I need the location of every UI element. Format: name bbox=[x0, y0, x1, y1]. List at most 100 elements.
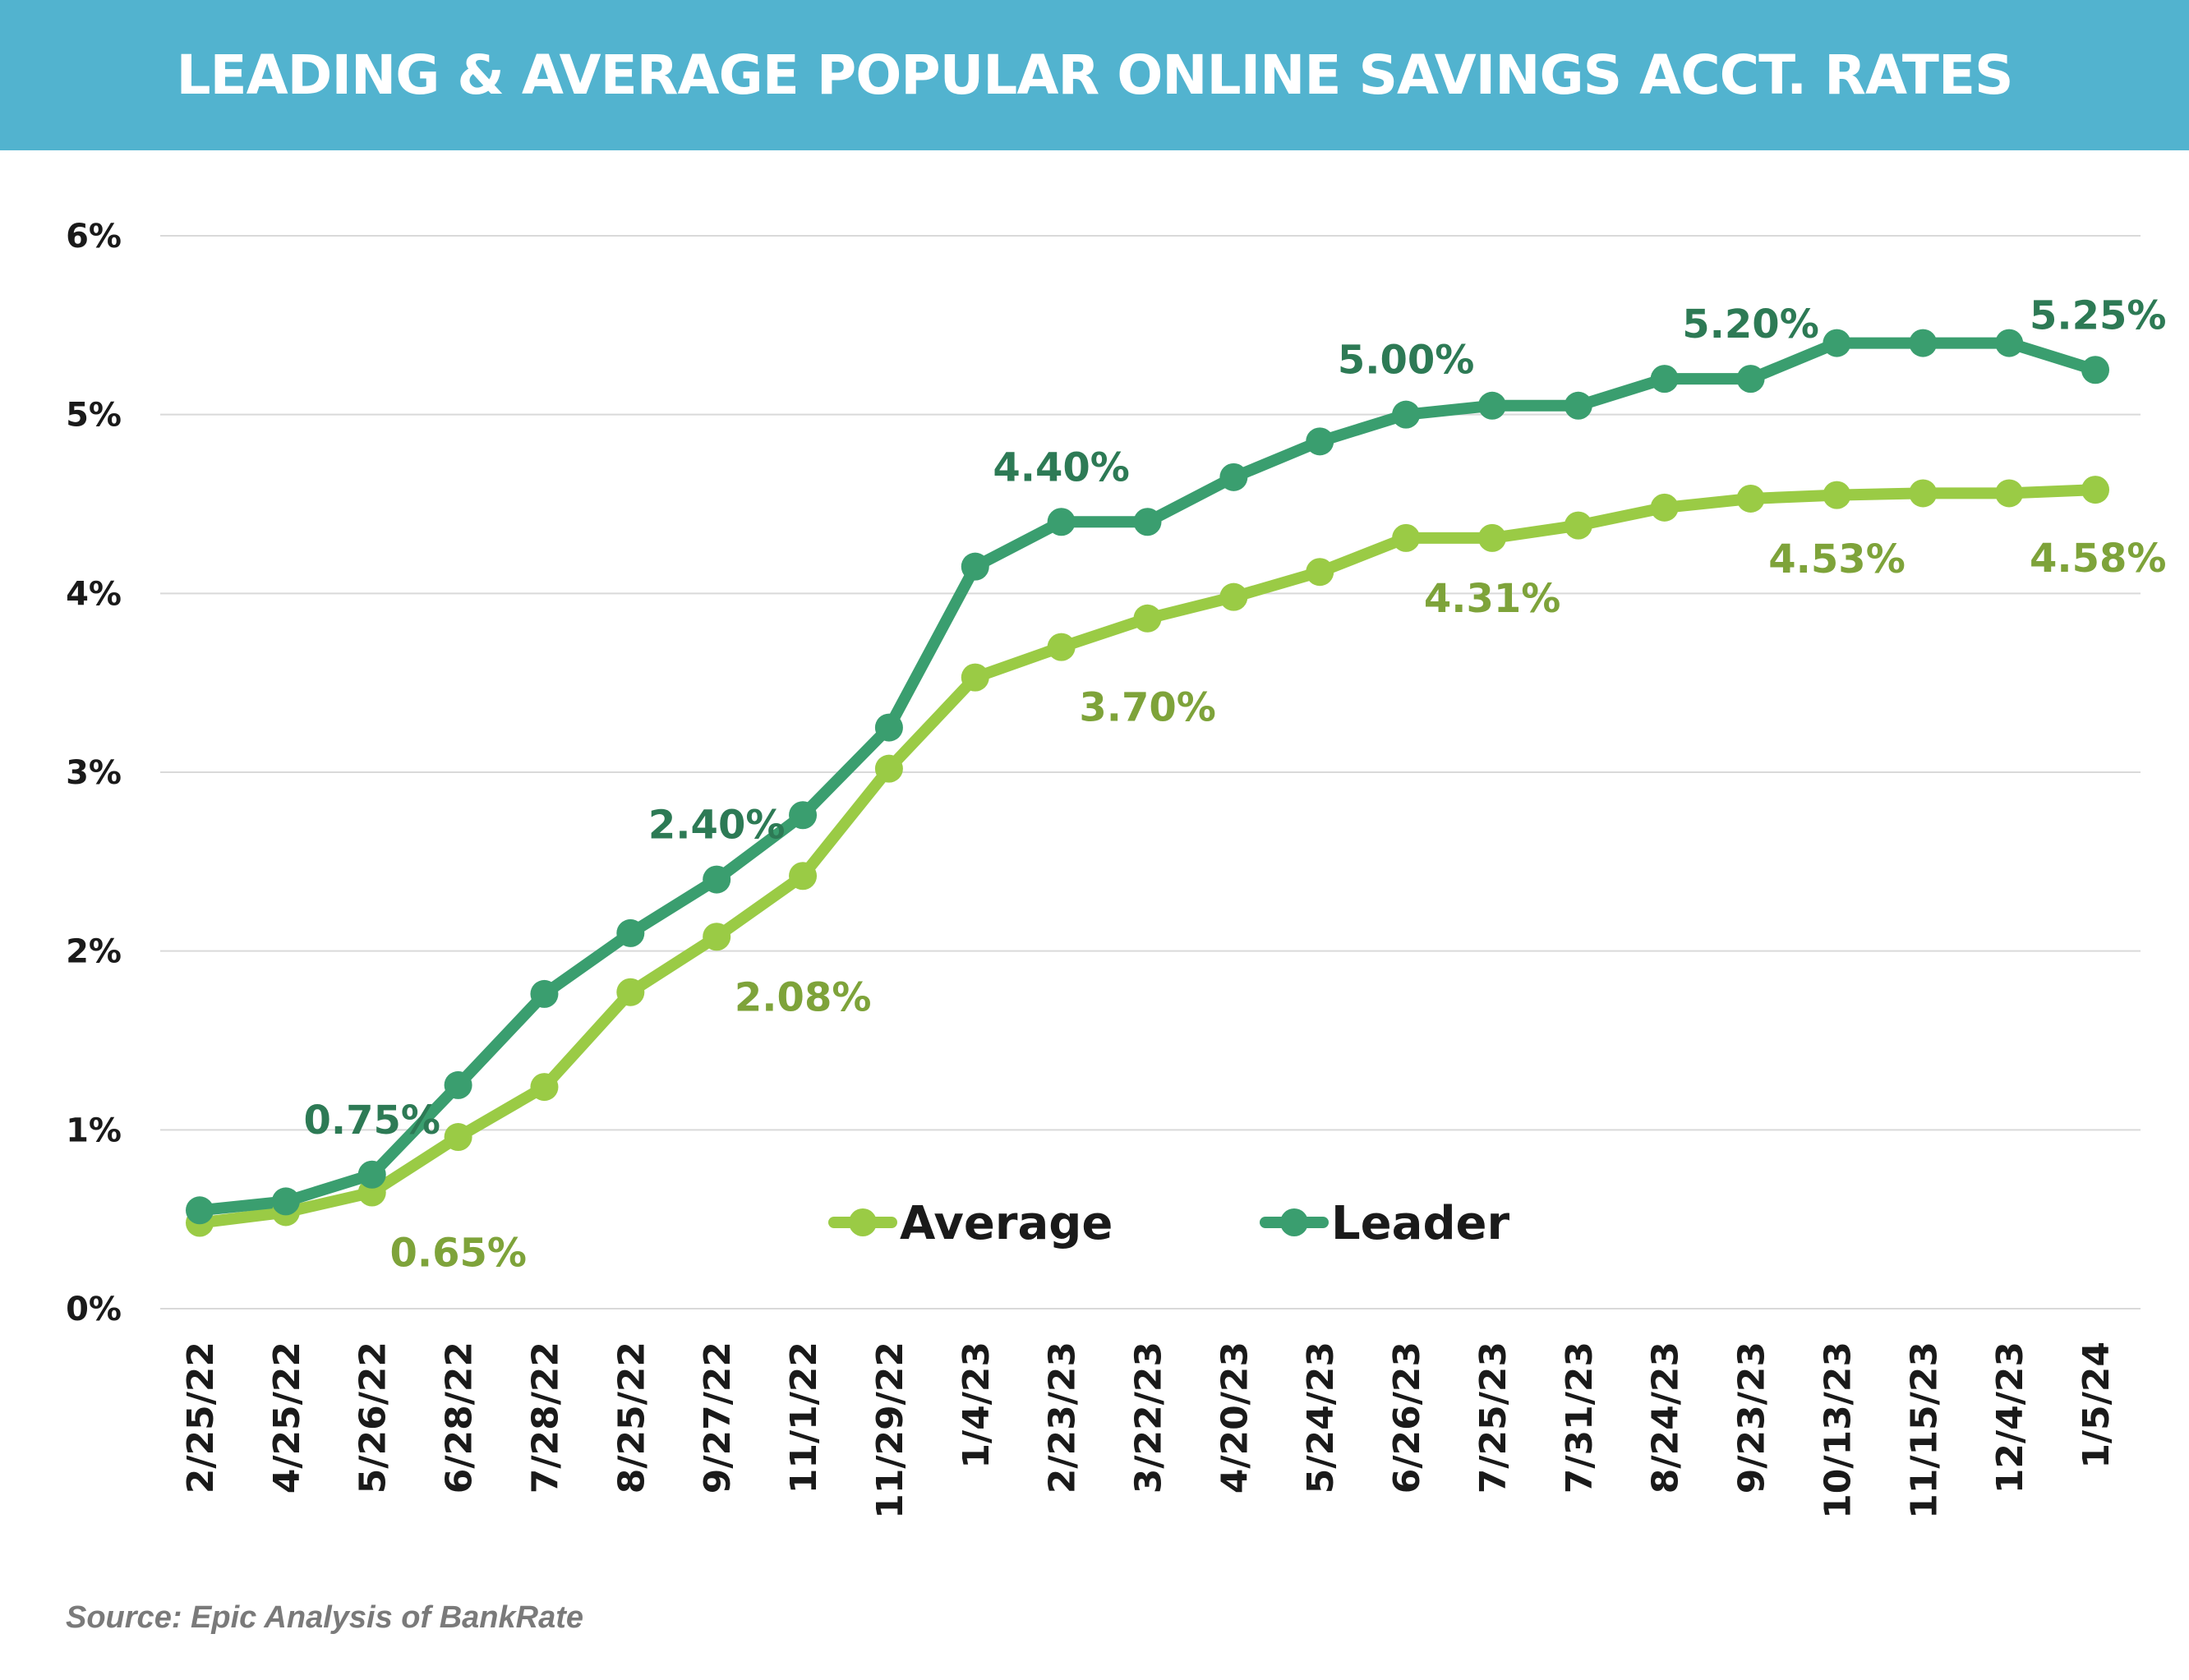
x-tick-label: 11/1/22 bbox=[783, 1342, 825, 1494]
data-point-average bbox=[1564, 511, 1592, 540]
data-point-average bbox=[1477, 523, 1506, 552]
data-point-average bbox=[1736, 484, 1765, 513]
series-points bbox=[186, 329, 2109, 1237]
data-label: 4.31% bbox=[1424, 576, 1561, 622]
x-tick-label: 10/13/23 bbox=[1817, 1342, 1859, 1519]
x-tick-label: 2/25/22 bbox=[180, 1342, 222, 1494]
x-tick-label: 9/23/23 bbox=[1731, 1342, 1773, 1494]
data-point-leader bbox=[1477, 391, 1506, 420]
y-tick-label: 5% bbox=[66, 397, 122, 435]
data-point-leader bbox=[789, 801, 818, 830]
data-point-leader bbox=[1047, 508, 1076, 536]
data-label: 3.70% bbox=[1079, 685, 1216, 731]
data-point-leader bbox=[961, 552, 989, 581]
data-point-average bbox=[530, 1073, 559, 1102]
data-label: 2.08% bbox=[735, 974, 872, 1020]
y-tick-label: 3% bbox=[66, 754, 122, 792]
series-lines bbox=[194, 337, 2101, 1229]
data-point-leader bbox=[1392, 400, 1421, 429]
legend-swatch-marker bbox=[849, 1208, 877, 1236]
x-tick-label: 4/25/22 bbox=[266, 1342, 308, 1494]
x-tick-label: 12/4/23 bbox=[1989, 1342, 2031, 1494]
line-chart: 0% 1% 2% 3% 4% 5% 6% 2/25/22 4/25/22 5/26/22 6/28… bbox=[66, 218, 2167, 1519]
x-tick-label: 3/22/23 bbox=[1128, 1342, 1170, 1494]
data-label: 4.58% bbox=[2030, 536, 2167, 582]
data-point-leader bbox=[703, 865, 731, 894]
series-line-average bbox=[194, 484, 2101, 1229]
x-tick-label: 4/20/23 bbox=[1214, 1342, 1256, 1494]
x-tick-label: 5/26/22 bbox=[353, 1342, 394, 1494]
data-point-average bbox=[874, 754, 903, 783]
y-tick-label: 4% bbox=[66, 575, 122, 613]
data-point-average bbox=[616, 978, 645, 1006]
data-point-leader bbox=[530, 979, 559, 1008]
data-label: 2.40% bbox=[648, 803, 786, 849]
y-tick-label: 6% bbox=[66, 218, 122, 255]
legend-swatch-marker bbox=[1280, 1208, 1308, 1236]
x-tick-label: 1/5/24 bbox=[2076, 1342, 2118, 1469]
data-label: 0.65% bbox=[389, 1231, 527, 1277]
data-point-average bbox=[1392, 523, 1421, 552]
data-point-leader bbox=[1736, 365, 1765, 394]
data-label: 5.20% bbox=[1682, 301, 1819, 348]
x-tick-label: 9/27/22 bbox=[697, 1342, 739, 1494]
data-point-leader bbox=[1650, 365, 1679, 394]
data-point-average bbox=[2081, 476, 2109, 504]
data-point-average bbox=[703, 923, 731, 951]
legend-label: Leader bbox=[1331, 1197, 1510, 1250]
data-point-average bbox=[1909, 479, 1938, 508]
data-point-average bbox=[789, 862, 818, 891]
x-tick-label: 1/4/23 bbox=[956, 1342, 998, 1469]
x-tick-label: 8/25/22 bbox=[611, 1342, 652, 1494]
x-tick-label: 2/23/23 bbox=[1042, 1342, 1084, 1494]
x-tick-label: 11/15/23 bbox=[1903, 1342, 1945, 1519]
data-label: 0.75% bbox=[303, 1098, 440, 1144]
y-tick-label: 1% bbox=[66, 1112, 122, 1149]
x-tick-label: 5/24/23 bbox=[1300, 1342, 1342, 1494]
data-label: 4.53% bbox=[1768, 536, 1906, 582]
data-point-leader bbox=[1995, 329, 2024, 357]
data-point-leader bbox=[874, 713, 903, 742]
data-point-leader bbox=[1909, 329, 1938, 357]
data-point-leader bbox=[444, 1070, 472, 1099]
x-tick-label: 7/25/23 bbox=[1472, 1342, 1514, 1494]
data-point-leader bbox=[1133, 508, 1162, 536]
x-tick-label: 7/31/23 bbox=[1559, 1342, 1601, 1494]
data-point-average bbox=[1650, 493, 1679, 522]
data-label: 4.40% bbox=[993, 444, 1130, 490]
data-label: 5.25% bbox=[2030, 292, 2167, 338]
data-point-average bbox=[961, 663, 989, 692]
data-point-leader bbox=[1564, 391, 1592, 420]
x-axis: 2/25/22 4/25/22 5/26/22 6/28/22 7/28/22 8/25/… bbox=[180, 1342, 2118, 1519]
legend-label: Average bbox=[900, 1197, 1113, 1250]
legend: Average Leader bbox=[828, 1197, 1510, 1250]
y-axis: 0% 1% 2% 3% 4% 5% 6% bbox=[66, 218, 122, 1328]
data-label: 5.00% bbox=[1338, 338, 1475, 384]
data-point-leader bbox=[271, 1187, 300, 1216]
data-point-leader bbox=[616, 918, 645, 947]
y-tick-label: 2% bbox=[66, 933, 122, 971]
chart-title: LEADING & AVERAGE POPULAR ONLINE SAVINGS… bbox=[176, 44, 2013, 107]
data-point-leader bbox=[2081, 356, 2109, 384]
data-point-average bbox=[1306, 558, 1334, 587]
x-tick-label: 6/28/22 bbox=[439, 1342, 481, 1494]
data-point-leader bbox=[1823, 329, 1851, 357]
x-tick-label: 6/26/23 bbox=[1386, 1342, 1428, 1494]
series-line-leader bbox=[194, 337, 2101, 1217]
source-note: Source: Epic Analysis of BankRate bbox=[66, 1600, 584, 1635]
legend-item-leader: Leader bbox=[1260, 1197, 1510, 1250]
data-point-leader bbox=[357, 1160, 386, 1189]
data-point-average bbox=[1047, 633, 1076, 661]
chart-header: LEADING & AVERAGE POPULAR ONLINE SAVINGS… bbox=[0, 0, 2189, 150]
grid-lines bbox=[160, 235, 2141, 1309]
data-point-average bbox=[1995, 479, 2024, 508]
legend-item-average: Average bbox=[828, 1197, 1113, 1250]
y-tick-label: 0% bbox=[66, 1291, 122, 1328]
data-point-leader bbox=[186, 1196, 214, 1225]
x-tick-label: 11/29/22 bbox=[869, 1342, 911, 1519]
x-tick-label: 7/28/22 bbox=[524, 1342, 566, 1494]
data-point-average bbox=[1133, 604, 1162, 633]
data-point-average bbox=[444, 1123, 472, 1152]
data-point-average bbox=[1823, 481, 1851, 509]
x-tick-label: 8/24/23 bbox=[1645, 1342, 1687, 1494]
